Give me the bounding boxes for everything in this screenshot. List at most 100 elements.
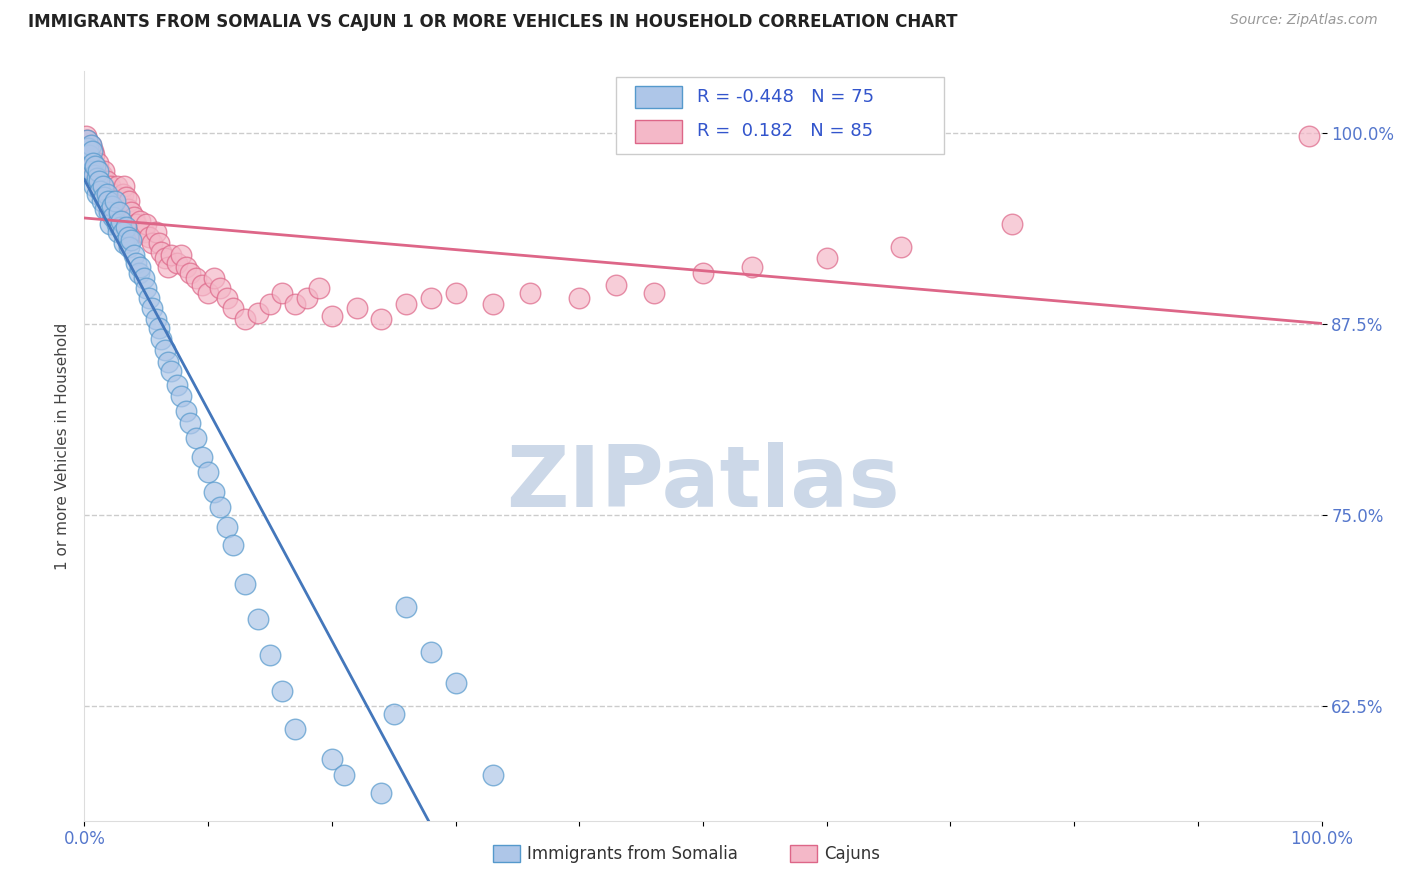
Point (160, 364, 183, 378)
Point (107, 225, 129, 239)
Bar (790, 846, 817, 862)
Point (271, 683, 294, 698)
Point (79, 137, 101, 152)
Point (83, 169, 105, 183)
Point (202, 270, 225, 285)
Point (157, 260, 180, 274)
Y-axis label: 1 or more Vehicles in Household: 1 or more Vehicles in Household (55, 322, 70, 570)
Bar (492, 846, 520, 862)
Point (94, 202, 117, 216)
Point (370, 786, 392, 800)
Point (93, 190, 115, 204)
Point (643, 286, 665, 301)
Point (115, 190, 138, 204)
Point (197, 286, 219, 301)
Point (1001, 217, 1024, 231)
Point (120, 233, 142, 247)
Point (82, 144, 104, 158)
Point (135, 281, 157, 295)
Point (184, 270, 207, 285)
Point (890, 240, 912, 254)
Point (419, 291, 441, 305)
Point (108, 202, 131, 216)
Point (174, 260, 197, 274)
Point (284, 297, 307, 311)
Point (138, 229, 160, 244)
Point (170, 248, 193, 262)
Point (215, 520, 238, 534)
Point (150, 332, 173, 346)
Point (128, 266, 150, 280)
Point (94, 186, 117, 201)
Point (129, 260, 152, 274)
Point (166, 255, 188, 269)
Point (105, 179, 128, 194)
Point (108, 205, 131, 219)
Point (84, 159, 107, 173)
Point (153, 343, 176, 357)
Point (79, 148, 101, 162)
Point (96, 174, 118, 188)
Point (153, 251, 176, 265)
Point (87, 156, 110, 170)
Point (117, 202, 139, 216)
Point (86, 171, 108, 186)
Point (86, 169, 108, 183)
Point (150, 244, 173, 259)
Point (107, 190, 129, 204)
Point (96, 186, 118, 201)
Point (101, 210, 124, 224)
Point (233, 576, 256, 591)
Point (83, 179, 105, 194)
Point (82, 156, 104, 170)
Point (117, 229, 139, 244)
Bar (636, 86, 682, 108)
Point (100, 194, 122, 209)
Text: ZIPatlas: ZIPatlas (506, 442, 900, 525)
Point (79, 144, 101, 158)
FancyBboxPatch shape (616, 78, 945, 153)
Point (89, 174, 111, 188)
Point (370, 312, 392, 326)
Point (77, 141, 100, 155)
Point (125, 255, 148, 269)
Point (815, 251, 838, 265)
Point (191, 450, 214, 464)
Point (128, 225, 150, 239)
Point (209, 281, 232, 295)
Point (118, 194, 141, 209)
Point (481, 768, 503, 782)
Point (110, 220, 132, 235)
Point (122, 210, 145, 224)
Point (382, 706, 405, 721)
Point (321, 752, 343, 766)
Point (138, 291, 160, 305)
Point (170, 388, 193, 402)
Point (346, 301, 368, 316)
Point (111, 225, 134, 239)
Point (246, 306, 269, 320)
Text: Source: ZipAtlas.com: Source: ZipAtlas.com (1230, 13, 1378, 28)
Point (179, 266, 201, 280)
Point (80, 156, 103, 170)
Point (76, 133, 98, 147)
Point (395, 297, 418, 311)
Point (308, 281, 330, 295)
Point (79, 148, 101, 162)
Point (75, 128, 97, 143)
Point (79, 137, 101, 152)
Point (98, 217, 121, 231)
Point (76, 133, 98, 147)
Point (1298, 128, 1320, 143)
Point (84, 159, 107, 173)
Point (98, 179, 121, 194)
Text: R = -0.448   N = 75: R = -0.448 N = 75 (697, 87, 875, 106)
Point (129, 214, 152, 228)
Text: R =  0.182   N = 85: R = 0.182 N = 85 (697, 122, 873, 140)
Point (97, 184, 120, 198)
Point (284, 722, 307, 736)
Point (80, 163, 103, 178)
Point (105, 217, 128, 231)
Point (90, 194, 112, 209)
Point (135, 217, 157, 231)
